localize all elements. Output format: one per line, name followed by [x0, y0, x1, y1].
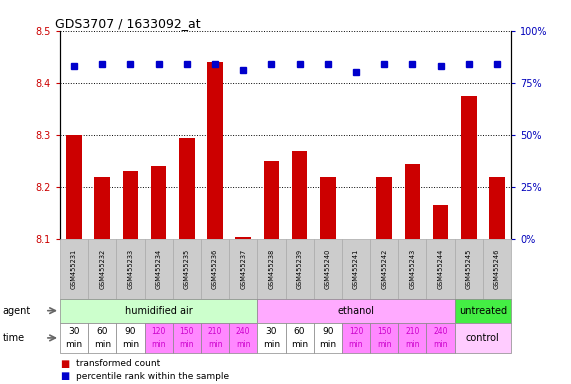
Text: min: min [179, 340, 194, 349]
Text: GSM455240: GSM455240 [325, 249, 331, 289]
Text: GSM455233: GSM455233 [127, 249, 134, 289]
Text: humidified air: humidified air [124, 306, 192, 316]
Text: GSM455245: GSM455245 [466, 249, 472, 289]
Text: 150: 150 [377, 326, 392, 336]
Text: min: min [263, 340, 280, 349]
Text: min: min [377, 340, 392, 349]
Bar [489, 177, 505, 239]
Text: GSM455238: GSM455238 [268, 249, 275, 289]
Text: min: min [349, 340, 363, 349]
Text: GSM455241: GSM455241 [353, 249, 359, 289]
Text: GSM455234: GSM455234 [156, 249, 162, 289]
Text: 240: 240 [433, 326, 448, 336]
Bar [264, 161, 279, 239]
Text: 60: 60 [96, 326, 108, 336]
Text: min: min [319, 340, 336, 349]
Text: percentile rank within the sample: percentile rank within the sample [76, 372, 229, 381]
Text: GSM455231: GSM455231 [71, 249, 77, 289]
Text: min: min [236, 340, 251, 349]
Text: 210: 210 [208, 326, 222, 336]
Text: min: min [291, 340, 308, 349]
Bar [151, 166, 166, 239]
Bar [235, 237, 251, 239]
Text: min: min [66, 340, 83, 349]
Bar [320, 177, 336, 239]
Text: GSM455243: GSM455243 [409, 249, 415, 289]
Bar [94, 177, 110, 239]
Text: min: min [94, 340, 111, 349]
Text: min: min [208, 340, 222, 349]
Text: ■: ■ [60, 359, 69, 369]
Text: GSM455246: GSM455246 [494, 249, 500, 289]
Text: untreated: untreated [459, 306, 507, 316]
Text: min: min [122, 340, 139, 349]
Text: transformed count: transformed count [76, 359, 160, 368]
Bar [376, 177, 392, 239]
Bar [123, 172, 138, 239]
Text: ethanol: ethanol [337, 306, 375, 316]
Text: 60: 60 [294, 326, 305, 336]
Text: ■: ■ [60, 371, 69, 381]
Text: GSM455236: GSM455236 [212, 249, 218, 289]
Text: 120: 120 [151, 326, 166, 336]
Text: GSM455242: GSM455242 [381, 249, 387, 289]
Text: GSM455244: GSM455244 [437, 249, 444, 289]
Text: GSM455232: GSM455232 [99, 249, 105, 289]
Text: min: min [151, 340, 166, 349]
Bar [292, 151, 307, 239]
Text: GSM455235: GSM455235 [184, 249, 190, 289]
Text: 30: 30 [266, 326, 277, 336]
Bar [66, 135, 82, 239]
Text: 90: 90 [322, 326, 333, 336]
Bar [179, 137, 195, 239]
Text: min: min [433, 340, 448, 349]
Bar [207, 62, 223, 239]
Text: 90: 90 [124, 326, 136, 336]
Text: agent: agent [3, 306, 31, 316]
Text: GDS3707 / 1633092_at: GDS3707 / 1633092_at [55, 17, 201, 30]
Text: GSM455237: GSM455237 [240, 249, 246, 289]
Bar [461, 96, 477, 239]
Bar [433, 205, 448, 239]
Text: 150: 150 [179, 326, 194, 336]
Text: control: control [466, 333, 500, 343]
Text: min: min [405, 340, 420, 349]
Text: 210: 210 [405, 326, 420, 336]
Bar [405, 164, 420, 239]
Text: 120: 120 [349, 326, 363, 336]
Text: GSM455239: GSM455239 [296, 249, 303, 289]
Text: 30: 30 [69, 326, 80, 336]
Text: 240: 240 [236, 326, 251, 336]
Text: time: time [3, 333, 25, 343]
